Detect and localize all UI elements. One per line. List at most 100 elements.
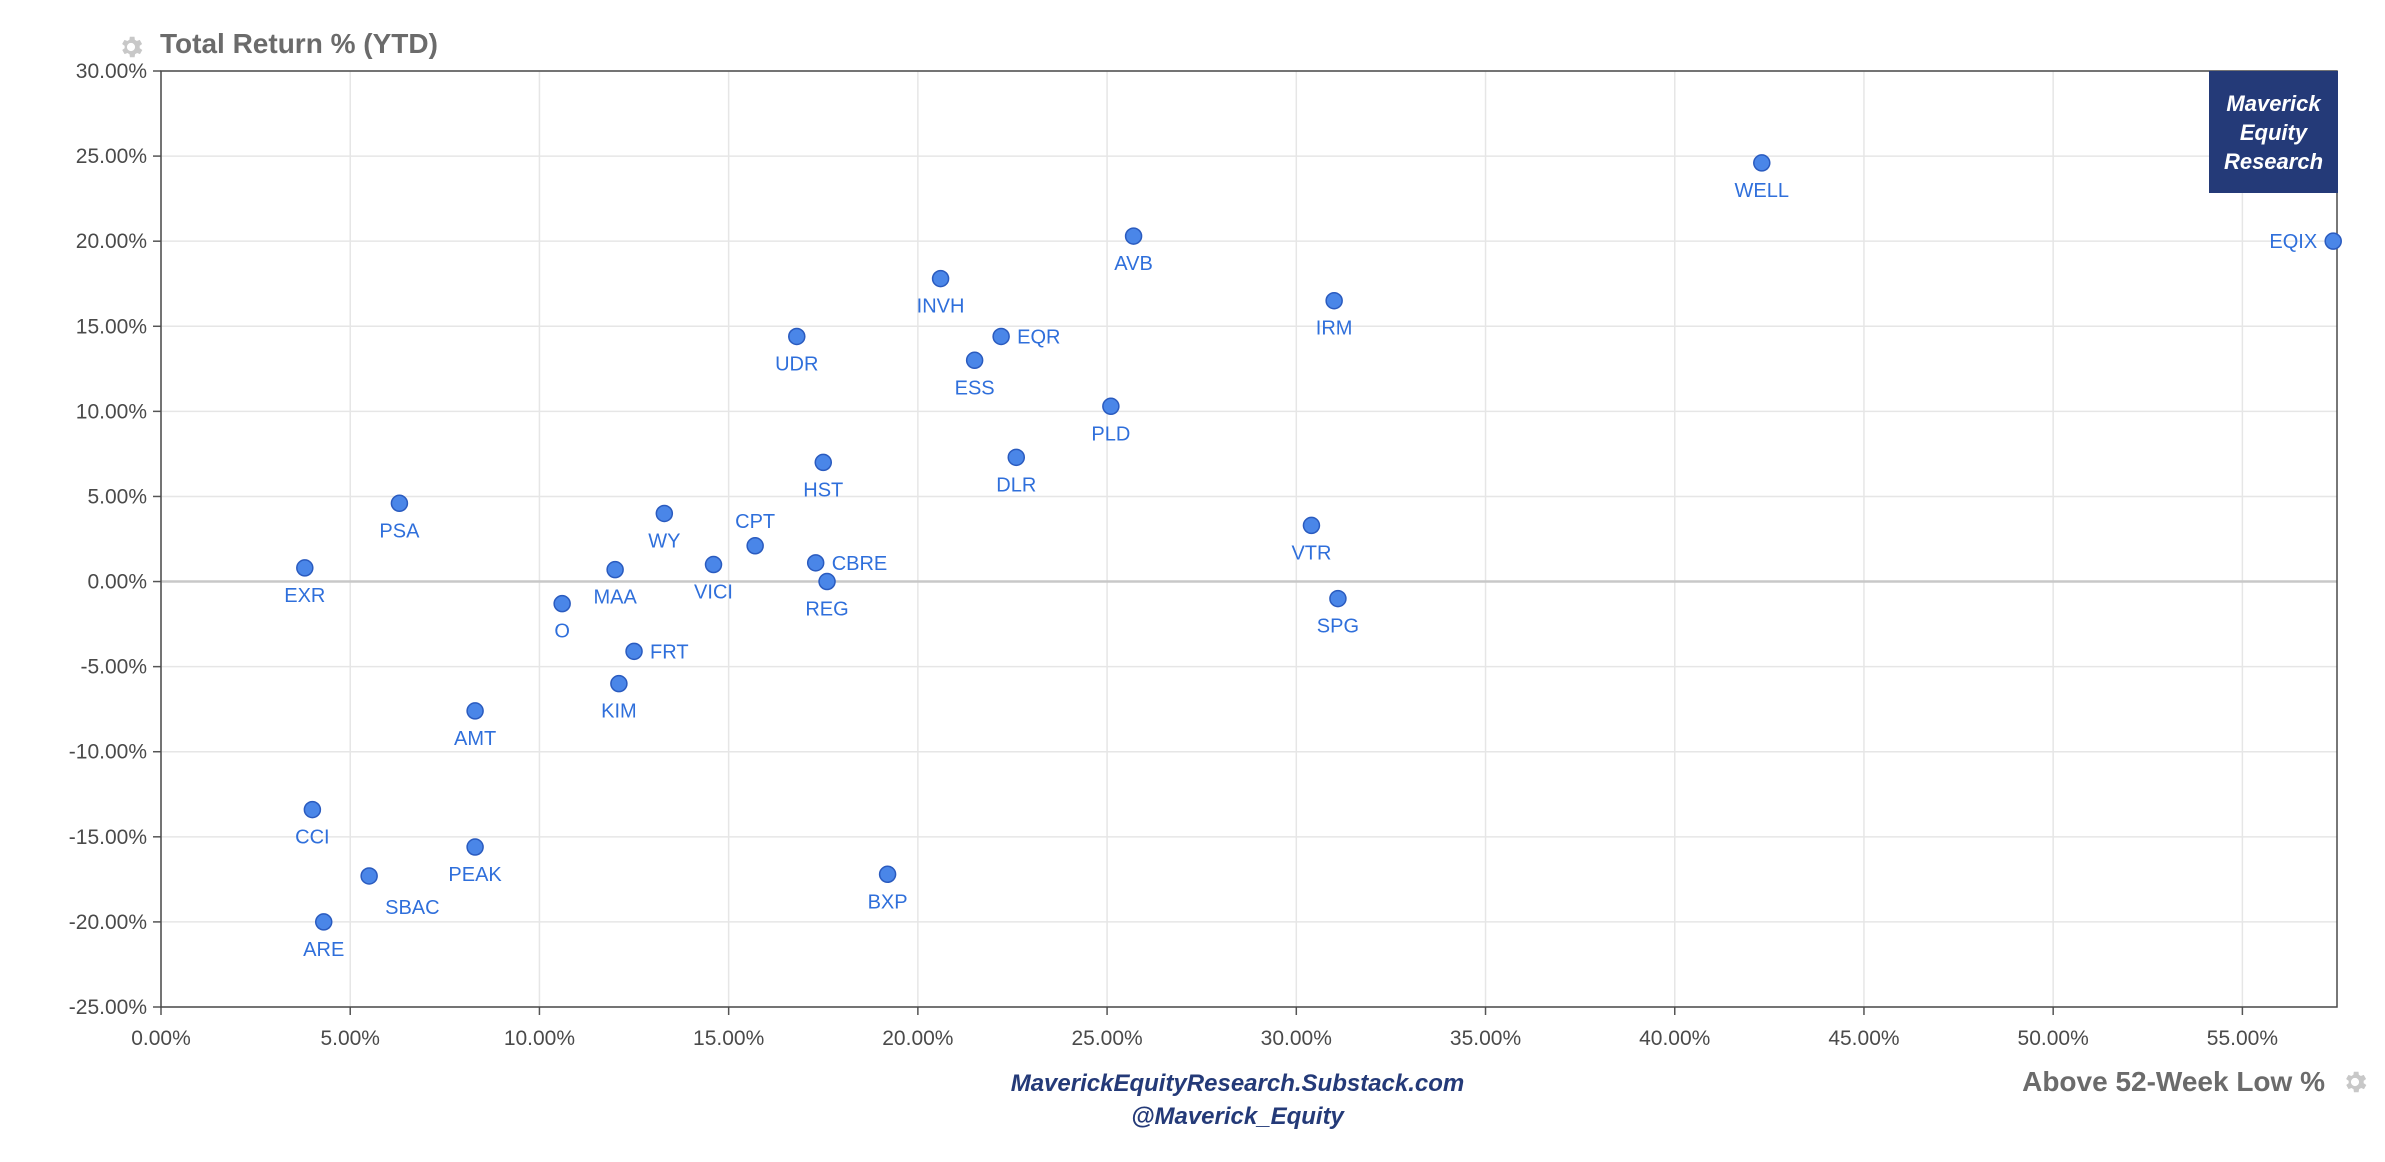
gear-icon[interactable] <box>117 33 145 61</box>
data-point-label: MAA <box>593 587 637 609</box>
point-wy[interactable]: WY <box>648 504 680 552</box>
y-tick-label: 5.00% <box>87 485 147 508</box>
point-hst[interactable]: HST <box>803 453 843 501</box>
point-are[interactable]: ARE <box>303 913 344 961</box>
data-point-marker[interactable] <box>606 560 624 579</box>
data-point-marker[interactable] <box>296 559 314 577</box>
data-point-marker[interactable] <box>806 554 825 572</box>
point-frt[interactable]: FRT <box>625 641 689 663</box>
point-cci[interactable]: CCI <box>295 800 330 849</box>
data-point-marker[interactable] <box>303 800 322 819</box>
point-exr[interactable]: EXR <box>284 559 325 607</box>
data-point-marker[interactable] <box>553 594 571 613</box>
data-point-label: UDR <box>775 353 818 375</box>
data-point-marker[interactable] <box>1302 516 1321 535</box>
data-point-marker[interactable] <box>992 327 1010 346</box>
point-dlr[interactable]: DLR <box>996 448 1036 496</box>
axes: 0.00% 5.00% 10.00% 15.00% 20.00% 25.00% 30.00%… <box>69 60 2338 1050</box>
y-tick-label: -15.00% <box>69 826 147 849</box>
data-point-marker[interactable] <box>390 494 409 513</box>
y-tick-label: -20.00% <box>69 911 147 934</box>
y-tick-label: 20.00% <box>76 230 147 253</box>
data-point-label: KIM <box>601 701 637 723</box>
data-point-label: EQR <box>1017 326 1060 348</box>
point-cbre[interactable]: CBRE <box>806 553 888 575</box>
x-tick-label: 0.00% <box>131 1027 191 1050</box>
point-o[interactable]: O <box>553 594 571 643</box>
data-point-label: BXP <box>868 891 908 913</box>
data-point-marker[interactable] <box>788 327 806 346</box>
data-point-marker[interactable] <box>314 913 333 931</box>
data-point-label: EXR <box>284 585 325 607</box>
data-point-label: CPT <box>735 511 775 533</box>
watermark-logo: Maverick Equity Research <box>2209 71 2338 193</box>
data-point-marker[interactable] <box>655 504 674 523</box>
gear-icon[interactable] <box>2341 1068 2369 1096</box>
point-psa[interactable]: PSA <box>379 494 420 542</box>
data-point-marker[interactable] <box>1329 589 1347 608</box>
data-point-label: WELL <box>1735 180 1789 202</box>
data-point-label: SBAC <box>385 897 439 919</box>
data-point-label: ESS <box>955 377 995 399</box>
point-spg[interactable]: SPG <box>1317 589 1359 638</box>
data-point-label: EQIX <box>2269 231 2317 253</box>
point-eqr[interactable]: EQR <box>992 326 1060 348</box>
data-point-marker[interactable] <box>814 453 833 472</box>
x-tick-label: 55.00% <box>2207 1027 2278 1050</box>
data-point-marker[interactable] <box>625 642 643 661</box>
point-eqix[interactable]: EQIX <box>2269 231 2342 253</box>
data-point-marker[interactable] <box>818 572 836 591</box>
y-tick-label: -10.00% <box>69 741 147 764</box>
data-point-label: PEAK <box>448 864 502 886</box>
data-point-marker[interactable] <box>1753 154 1771 172</box>
data-point-marker[interactable] <box>746 537 764 555</box>
point-pld[interactable]: PLD <box>1091 397 1130 445</box>
x-tick-label: 5.00% <box>320 1027 380 1050</box>
data-point-label: HST <box>803 479 843 501</box>
data-point-marker[interactable] <box>610 674 628 693</box>
data-point-label: SPG <box>1317 616 1359 638</box>
point-sbac[interactable]: SBAC <box>360 867 440 919</box>
data-point-marker[interactable] <box>360 867 378 885</box>
data-point-label: DLR <box>996 474 1036 496</box>
point-reg[interactable]: REG <box>805 572 849 621</box>
data-point-label: FRT <box>650 641 689 663</box>
x-tick-label: 40.00% <box>1639 1027 1710 1050</box>
data-point-marker[interactable] <box>1124 227 1143 245</box>
data-point-marker[interactable] <box>1102 397 1120 416</box>
point-invh[interactable]: INVH <box>917 269 965 318</box>
data-point-marker[interactable] <box>878 865 897 884</box>
point-vici[interactable]: VICI <box>694 555 733 604</box>
point-bxp[interactable]: BXP <box>868 865 908 913</box>
point-ess[interactable]: ESS <box>955 351 995 399</box>
point-cpt[interactable]: CPT <box>735 511 775 555</box>
y-tick-label: -5.00% <box>80 656 147 679</box>
data-point-marker[interactable] <box>466 838 484 856</box>
x-tick-label: 50.00% <box>2018 1027 2089 1050</box>
point-peak[interactable]: PEAK <box>448 838 502 886</box>
point-udr[interactable]: UDR <box>775 327 818 375</box>
point-irm[interactable]: IRM <box>1316 291 1353 340</box>
data-point-label: AMT <box>454 728 496 750</box>
point-maa[interactable]: MAA <box>593 560 637 609</box>
x-tick-label: 45.00% <box>1828 1027 1899 1050</box>
x-tick-label: 20.00% <box>882 1027 953 1050</box>
data-point-marker[interactable] <box>965 351 984 370</box>
x-tick-label: 25.00% <box>1071 1027 1142 1050</box>
point-amt[interactable]: AMT <box>454 702 496 750</box>
data-point-marker[interactable] <box>1325 291 1343 310</box>
data-point-marker[interactable] <box>2324 232 2342 250</box>
point-well[interactable]: WELL <box>1735 154 1789 202</box>
point-avb[interactable]: AVB <box>1114 227 1153 275</box>
data-point-marker[interactable] <box>704 555 723 574</box>
data-point-label: PSA <box>379 520 420 542</box>
footer-handle: @Maverick_Equity <box>1131 1103 1344 1130</box>
data-point-marker[interactable] <box>466 702 484 720</box>
point-kim[interactable]: KIM <box>601 674 637 723</box>
data-point-marker[interactable] <box>931 269 950 288</box>
data-point-label: VTR <box>1291 542 1331 564</box>
point-vtr[interactable]: VTR <box>1291 516 1331 564</box>
data-point-marker[interactable] <box>1007 448 1026 467</box>
data-point-label: PLD <box>1091 423 1130 445</box>
plot-frame <box>160 70 2338 1008</box>
